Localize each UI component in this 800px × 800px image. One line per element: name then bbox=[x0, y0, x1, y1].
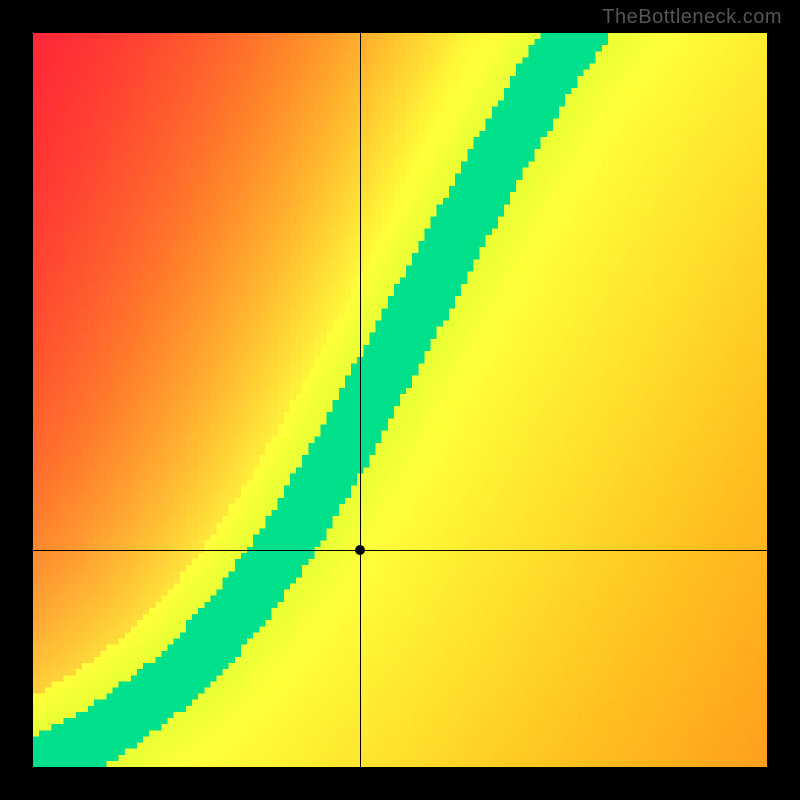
crosshair-horizontal bbox=[33, 550, 767, 551]
heatmap-canvas bbox=[33, 33, 767, 767]
watermark-text: TheBottleneck.com bbox=[602, 6, 782, 29]
crosshair-vertical bbox=[360, 33, 361, 767]
chart-container: TheBottleneck.com bbox=[0, 0, 800, 800]
